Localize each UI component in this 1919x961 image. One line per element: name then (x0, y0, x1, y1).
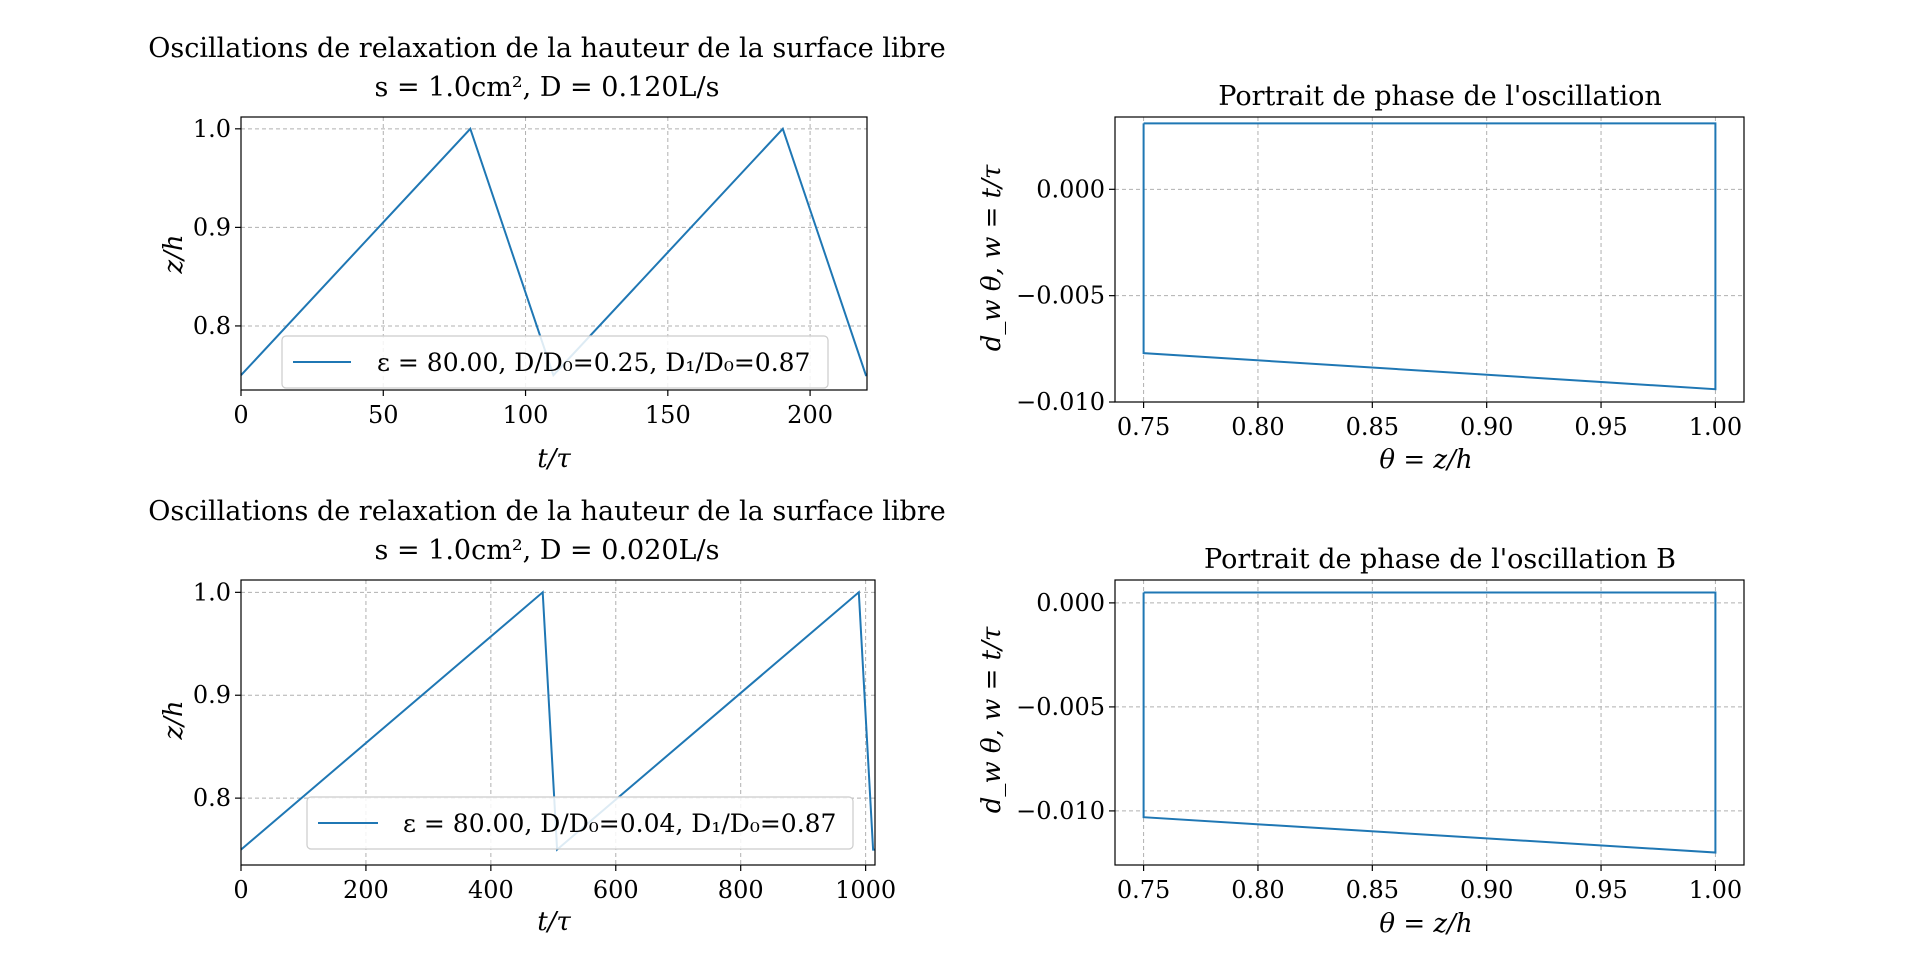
x-axis-label: t/τ (537, 444, 571, 474)
chart-title: Portrait de phase de l'oscillation (1218, 81, 1661, 112)
chart-phase-portrait-b: Portrait de phase de l'oscillation B 0.7… (977, 544, 1745, 939)
y-tick-label: −0.010 (1016, 388, 1105, 416)
legend-box (306, 796, 854, 850)
x-axis-ticks: 0 50 100 150 200 (233, 390, 833, 429)
y-tick-label: 0.8 (193, 312, 231, 340)
chart-title-line1: Oscillations de relaxation de la hauteur… (148, 33, 945, 64)
x-tick-label: 50 (368, 401, 399, 429)
series-lines (240, 590, 875, 852)
series-line (240, 126, 867, 378)
x-tick-label: 0.90 (1460, 413, 1513, 441)
x-tick-label: 200 (343, 876, 389, 904)
legend-label: ε = 80.00, D/D₀=0.04, D₁/D₀=0.87 (403, 809, 836, 838)
y-tick-label: −0.005 (1016, 693, 1105, 721)
x-axis-ticks: 0 200 400 600 800 1000 (233, 865, 896, 904)
x-tick-label: 0.75 (1117, 876, 1170, 904)
x-tick-label: 0 (233, 876, 248, 904)
y-axis-ticks: 0.8 0.9 1.0 (193, 578, 241, 812)
x-axis-ticks: 0.75 0.80 0.85 0.90 0.95 1.00 (1117, 402, 1742, 441)
y-tick-label: 1.0 (193, 115, 231, 143)
x-tick-label: 0.95 (1574, 876, 1627, 904)
chart-title-line2: s = 1.0cm², D = 0.120L/s (375, 72, 720, 103)
y-tick-label: 0.000 (1036, 175, 1105, 203)
x-tick-label: 0.95 (1574, 413, 1627, 441)
y-tick-label: 0.9 (193, 213, 231, 241)
y-tick-label: 0.000 (1036, 589, 1105, 617)
y-axis-ticks: −0.010 −0.005 0.000 (1016, 589, 1115, 825)
axes-frame (1114, 116, 1745, 403)
chart-title-line1: Oscillations de relaxation de la hauteur… (148, 496, 945, 527)
chart-title: Portrait de phase de l'oscillation B (1204, 544, 1676, 575)
series-line (240, 590, 875, 852)
axes-frame (1114, 579, 1745, 866)
x-tick-label: 0.85 (1346, 413, 1399, 441)
x-tick-label: 0.80 (1231, 413, 1284, 441)
y-axis-ticks: 0.8 0.9 1.0 (193, 115, 241, 340)
x-axis-label: t/τ (537, 907, 571, 937)
legend: ε = 80.00, D/D₀=0.25, D₁/D₀=0.87 (281, 335, 829, 389)
x-tick-label: 1.00 (1689, 876, 1742, 904)
y-tick-label: −0.005 (1016, 282, 1105, 310)
x-tick-label: 200 (787, 401, 833, 429)
y-axis-label: d_w θ, w = t/τ (977, 164, 1007, 351)
x-tick-label: 0.80 (1231, 876, 1284, 904)
legend: ε = 80.00, D/D₀=0.04, D₁/D₀=0.87 (306, 796, 854, 850)
chart-title-line2: s = 1.0cm², D = 0.020L/s (375, 535, 720, 566)
series-lines (240, 126, 867, 378)
series-lines (1142, 122, 1717, 391)
x-tick-label: 0.90 (1460, 876, 1513, 904)
series-line (1142, 591, 1717, 854)
y-axis-ticks: −0.010 −0.005 0.000 (1016, 175, 1115, 416)
x-axis-label: θ = z/h (1379, 909, 1472, 939)
x-axis-ticks: 0.75 0.80 0.85 0.90 0.95 1.00 (1117, 865, 1742, 904)
y-tick-label: 1.0 (193, 578, 231, 606)
y-tick-label: −0.010 (1016, 797, 1105, 825)
chart-relaxation-a: Oscillations de relaxation de la hauteur… (148, 33, 945, 474)
x-tick-label: 600 (593, 876, 639, 904)
axes-frame (240, 579, 876, 866)
y-axis-label: z/h (159, 700, 189, 740)
y-axis-label: z/h (159, 234, 189, 274)
x-tick-label: 0.85 (1346, 876, 1399, 904)
x-tick-label: 0 (233, 401, 248, 429)
series-lines (1142, 591, 1717, 854)
x-tick-label: 100 (503, 401, 549, 429)
x-tick-label: 0.75 (1117, 413, 1170, 441)
axes-frame (240, 116, 868, 391)
legend-box (281, 335, 829, 389)
y-tick-label: 0.9 (193, 681, 231, 709)
legend-label: ε = 80.00, D/D₀=0.25, D₁/D₀=0.87 (377, 348, 810, 377)
chart-relaxation-b: Oscillations de relaxation de la hauteur… (148, 496, 945, 937)
chart-phase-portrait-a: Portrait de phase de l'oscillation 0.75 0… (977, 81, 1745, 475)
x-tick-label: 400 (468, 876, 514, 904)
x-tick-label: 1000 (835, 876, 896, 904)
x-tick-label: 800 (718, 876, 764, 904)
x-tick-label: 150 (645, 401, 691, 429)
series-line (1142, 122, 1717, 391)
y-axis-label: d_w θ, w = t/τ (977, 626, 1007, 813)
x-tick-label: 1.00 (1689, 413, 1742, 441)
y-tick-label: 0.8 (193, 784, 231, 812)
x-axis-label: θ = z/h (1379, 445, 1472, 475)
